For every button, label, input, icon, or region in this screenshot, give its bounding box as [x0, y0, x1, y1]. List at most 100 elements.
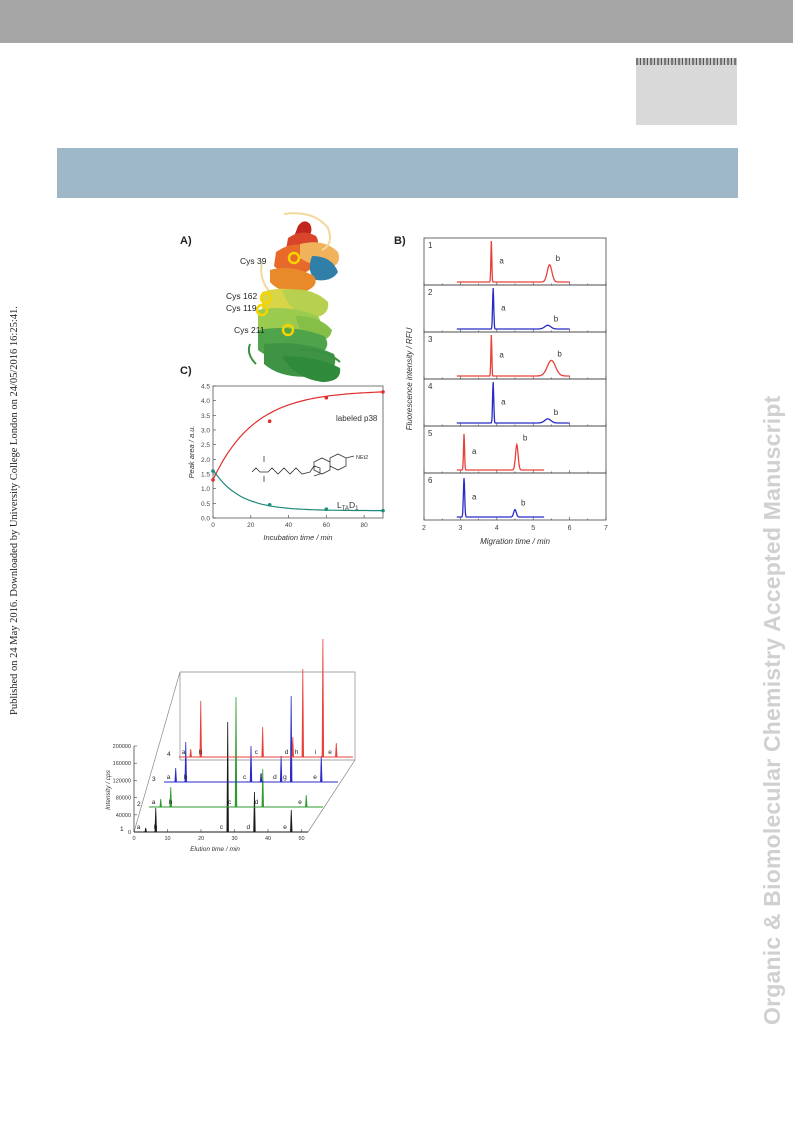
title-band — [57, 148, 738, 198]
peak-label: c — [228, 799, 232, 806]
peak-label: e — [313, 774, 317, 781]
y-tick-label: 0.5 — [201, 501, 210, 508]
structure-label: NEt2 — [356, 455, 368, 461]
peak-label: a — [167, 774, 171, 781]
header-bar — [0, 0, 793, 43]
chromatogram-peak — [335, 742, 338, 758]
electropherogram-trace — [456, 334, 570, 377]
peak-label: e — [328, 749, 332, 756]
peak-label: a — [501, 398, 506, 407]
peak-label: a — [137, 824, 141, 831]
y-tick-label: 0.0 — [201, 516, 210, 523]
chromatogram-peak — [291, 736, 294, 758]
protein-structure — [247, 212, 341, 382]
peak-label: b — [556, 254, 561, 263]
x-tick-label: 50 — [298, 836, 304, 842]
chromatogram-peak — [320, 755, 323, 783]
residue-label: Cys 162 — [226, 291, 257, 301]
chromatogram-peak — [261, 726, 264, 758]
ltad1-structure — [251, 453, 355, 477]
chromatogram-peak — [321, 638, 325, 758]
y-tick-label: 4.5 — [201, 384, 210, 391]
x-axis-label: Incubation time / min — [263, 533, 332, 542]
chromatogram-peak — [234, 696, 238, 808]
chromatogram-peak — [169, 786, 172, 808]
peak-label: c — [243, 774, 247, 781]
logo-pattern — [636, 58, 737, 65]
peak-label: b — [557, 349, 562, 358]
panel-b-electropherograms: 1 a b 2 a b 3 a b 4 a b 5 a b 6 a b 2 3 4 5 6 7 Migration time /… — [405, 237, 608, 546]
x-tick-label: 4 — [495, 525, 499, 532]
peak-label: a — [472, 492, 477, 501]
chromatogram-peak — [144, 827, 147, 833]
data-point — [267, 419, 272, 424]
peak-label: b — [184, 774, 188, 781]
trace-index: 4 — [428, 382, 433, 391]
residue-label: Cys 39 — [240, 256, 267, 266]
chromatogram-peak — [189, 748, 192, 758]
journal-logo-placeholder — [636, 58, 737, 125]
peak-label: b — [199, 749, 203, 756]
panel-c-plot: 0.0 0.5 1.0 1.5 2.0 2.5 3.0 3.5 4.0 4.5 0 20 40 60 80 I… — [187, 384, 385, 542]
chromatogram-peak — [301, 668, 305, 758]
electropherogram-trace — [456, 381, 570, 424]
x-tick-label: 60 — [323, 522, 331, 529]
chromatogram-peak — [184, 741, 187, 783]
peak-label: i — [315, 749, 316, 756]
trace-index: 1 — [120, 826, 124, 833]
chromatogram-peak — [261, 768, 264, 808]
peak-label: a — [152, 799, 156, 806]
peak-label: b — [554, 314, 559, 323]
series-label: labeled p38 — [336, 414, 378, 423]
data-point — [211, 478, 215, 482]
trace-index: 3 — [152, 776, 156, 783]
y-tick-label: 2.5 — [201, 442, 210, 449]
x-tick-label: 0 — [211, 522, 215, 529]
chromatogram-peak — [305, 794, 308, 808]
peak-label: a — [499, 351, 504, 360]
chromatogram-peak — [226, 721, 229, 833]
series-line-labeled-p38 — [212, 391, 384, 481]
chromatogram-peak — [154, 807, 157, 833]
chromatogram-peak — [159, 798, 162, 808]
trace-index: 2 — [137, 801, 141, 808]
y-axis-label: Fluorescence intensity / RFU — [405, 327, 414, 430]
chromatogram-peak — [253, 791, 256, 833]
data-point — [324, 395, 329, 400]
x-tick-label: 80 — [360, 522, 368, 529]
y-tick-label: 0 — [128, 830, 131, 836]
chromatogram-peak — [279, 755, 283, 783]
panel-c-label: C) — [180, 365, 192, 377]
data-point — [381, 508, 385, 513]
y-tick-label: 200000 — [113, 744, 131, 750]
peak-label: a — [182, 749, 186, 756]
electropherogram-trace — [456, 287, 570, 330]
peak-label: d — [273, 774, 277, 781]
peak-label: f — [260, 774, 262, 781]
elution-chromatograms-3d: 0 40000 80000 120000 160000 200000 0 10 20 30 40 50… — [105, 638, 356, 853]
trace-index: 2 — [428, 288, 433, 297]
series-label: LTAD1 — [337, 500, 359, 512]
peak-label: b — [554, 408, 559, 417]
peak-label: c — [220, 824, 224, 831]
x-tick-label: 0 — [132, 836, 135, 842]
chromatogram-peak — [290, 809, 293, 833]
data-point — [267, 503, 272, 507]
chromatogram-peak — [174, 767, 177, 783]
electropherogram-trace — [456, 478, 545, 518]
x-tick-label: 6 — [568, 525, 572, 532]
y-tick-label: 3.0 — [201, 428, 210, 435]
x-tick-label: 5 — [531, 525, 535, 532]
x-tick-label: 30 — [231, 836, 237, 842]
data-point — [381, 390, 385, 394]
trace-index: 4 — [167, 751, 171, 758]
chromatogram-peak — [199, 700, 202, 758]
residue-label: Cys 119 — [226, 303, 257, 313]
chromatogram-peak — [289, 695, 293, 783]
y-axis-label: Peak area / a.u. — [187, 426, 196, 479]
peak-label: e — [283, 824, 287, 831]
trace-index: 1 — [428, 241, 433, 250]
peak-label: e — [298, 799, 302, 806]
